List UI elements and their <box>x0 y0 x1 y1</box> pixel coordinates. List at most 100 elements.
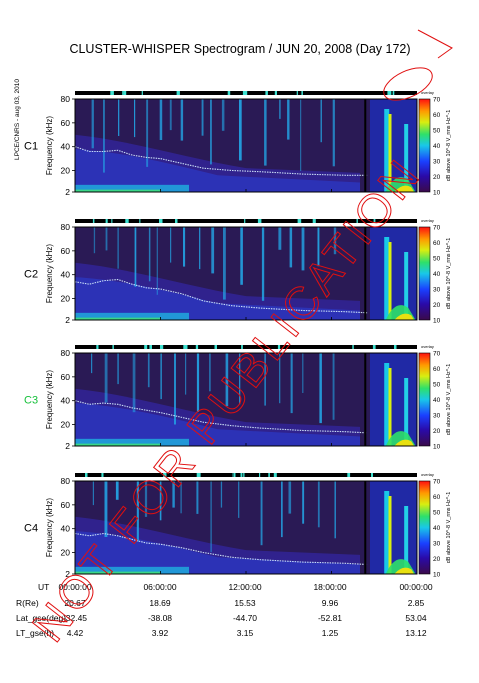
intense-streak-bright <box>388 368 392 446</box>
orbit-value: 9.96 <box>322 598 339 608</box>
colorbar-tick-label: 30 <box>433 541 441 548</box>
activity-mark <box>214 345 217 349</box>
emission-streak <box>320 99 322 143</box>
orbit-row-2: Lat_gse(deg)-32.45 -38.08 -44.70 -52.81 53.0… <box>16 613 427 623</box>
colorbar-label: dB above 10^-8 V_rms Hz^-1 <box>446 492 452 564</box>
emission-streak <box>174 353 176 425</box>
activity-mark <box>111 219 113 223</box>
activity-mark <box>242 91 246 95</box>
emission-streak <box>289 227 293 268</box>
intense-streak <box>404 252 409 320</box>
emission-streak <box>172 481 175 508</box>
intense-region <box>369 99 417 192</box>
activity-bar <box>75 219 417 223</box>
watermark-ellipse <box>383 67 433 101</box>
colorbar-tick-label: 40 <box>433 271 441 278</box>
activity-mark <box>296 91 298 95</box>
y-tick-label: 2 <box>65 569 70 579</box>
orbit-value: 00:00:00 <box>58 582 91 592</box>
emission-streak <box>261 227 265 301</box>
activity-mark <box>240 473 243 477</box>
activity-mark <box>297 219 302 223</box>
orbit-value: 1.25 <box>322 628 339 638</box>
emission-streak <box>134 227 137 287</box>
panel-c3: overlay 2 20 40 60 80 Frequency (kHz) C3 10 20 30 4… <box>24 344 452 451</box>
emission-streak <box>91 99 94 149</box>
low-frequency-burst-bright <box>394 567 415 574</box>
activity-mark <box>356 219 358 223</box>
activity-mark <box>149 345 152 349</box>
emission-streak <box>301 227 305 271</box>
colorbar-tick-label: 20 <box>433 174 441 181</box>
colorbar-label: dB above 10^-8 V_rms Hz^-1 <box>446 364 452 436</box>
y-tick-label: 20 <box>61 548 71 558</box>
activity-mark <box>195 345 199 349</box>
emission-streak <box>160 353 162 400</box>
intense-region <box>369 353 417 446</box>
emission-streak <box>196 353 200 412</box>
activity-mark <box>85 473 88 477</box>
emission-streak <box>333 227 337 255</box>
colorbar-tick-label: 30 <box>433 287 441 294</box>
low-frequency-burst-bright <box>394 439 415 446</box>
colorbar-tick-label: 10 <box>433 190 441 197</box>
y-tick-label: 80 <box>61 476 71 486</box>
emission-streak <box>144 481 148 517</box>
y-tick-label: 20 <box>61 166 71 176</box>
emission-streak <box>332 99 335 167</box>
activity-mark <box>110 91 114 95</box>
y-tick-label: 80 <box>61 348 71 358</box>
activity-mark <box>259 473 261 477</box>
colorbar-tick-label: 10 <box>433 444 441 451</box>
emission-streak <box>185 353 187 395</box>
emission-streak <box>279 353 281 404</box>
colorbar-tick-label: 20 <box>433 302 441 309</box>
orbit-row-label: UT <box>38 582 49 592</box>
emission-streak <box>180 99 184 141</box>
y-tick-label: 2 <box>65 315 70 325</box>
activity-label: overlay <box>421 344 434 349</box>
emission-streak <box>147 353 150 388</box>
intense-streak-bright <box>388 496 392 574</box>
emission-streak <box>210 99 212 165</box>
intense-region <box>369 481 417 574</box>
activity-mark <box>277 345 281 349</box>
y-tick-label: 80 <box>61 94 71 104</box>
orbit-value: 3.92 <box>152 628 169 638</box>
colorbar-tick-label: 60 <box>433 366 441 373</box>
orbit-row-label: R(Re) <box>16 598 39 608</box>
colorbar <box>418 480 431 575</box>
low-frequency-band-bright <box>75 317 161 320</box>
emission-streak <box>115 481 119 500</box>
emission-streak <box>334 481 336 539</box>
intense-streak <box>384 363 390 446</box>
emission-streak <box>183 227 186 267</box>
activity-mark <box>123 91 127 95</box>
emission-streak <box>156 227 158 295</box>
spectral-band <box>75 403 360 446</box>
activity-mark <box>144 345 148 349</box>
orbit-value: 53.04 <box>405 613 427 623</box>
emission-streak <box>136 481 139 542</box>
emission-streak <box>146 99 149 167</box>
spectrogram-panels: overlay 2 20 40 60 80 Frequency (kHz) C1 10 20 30 4… <box>24 90 452 579</box>
low-frequency-band <box>75 566 189 574</box>
orbit-row-0: UT 00:00:00 06:00:00 12:00:00 18:00:00 00:00:… <box>38 582 433 592</box>
orbit-value: 18.69 <box>149 598 171 608</box>
emission-streak <box>238 481 240 518</box>
spectral-band <box>75 531 360 574</box>
colorbar-tick-label: 60 <box>433 240 441 247</box>
spacecraft-label: C4 <box>24 523 38 535</box>
activity-mark <box>274 91 277 95</box>
colorbar <box>418 98 431 193</box>
activity-mark <box>183 345 187 349</box>
spacecraft-label: C3 <box>24 395 38 407</box>
emission-streak <box>211 227 215 274</box>
emission-streak <box>92 481 94 506</box>
emission-streak <box>103 99 105 173</box>
activity-mark <box>175 219 178 223</box>
y-tick-label: 60 <box>61 500 71 510</box>
orbit-value: -44.70 <box>233 613 257 623</box>
emission-streak <box>302 481 305 524</box>
